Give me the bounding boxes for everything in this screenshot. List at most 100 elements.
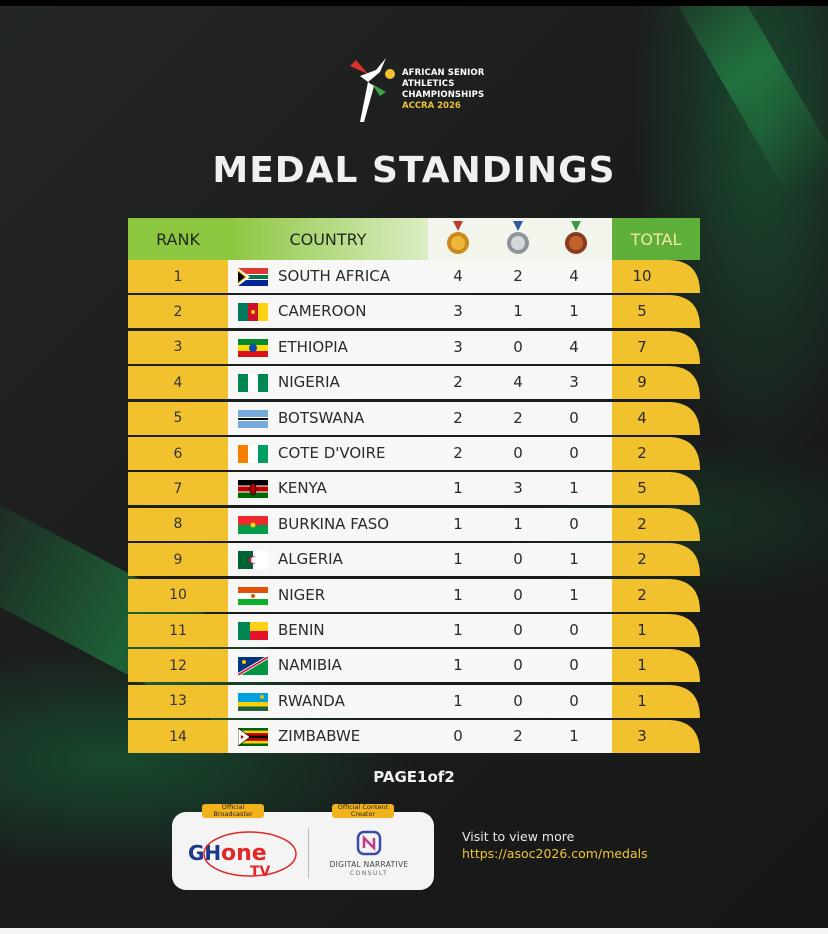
total-cell-shape (612, 543, 700, 577)
rank-cell: 14 (128, 720, 228, 754)
total-cell-shape (612, 401, 700, 435)
total-header: TOTAL (612, 218, 700, 260)
top-bar (0, 0, 828, 6)
total-cell-shape (612, 260, 700, 293)
country-name: KENYA (278, 479, 327, 498)
total-count: 4 (637, 408, 647, 427)
country-name: NAMIBIA (278, 656, 342, 675)
bronze-medal-icon (565, 221, 587, 254)
gold-count: 2 (453, 408, 463, 427)
gold-count: 1 (453, 479, 463, 498)
total-cell: 3 (612, 720, 700, 754)
total-count: 2 (637, 585, 647, 604)
row-body: BOTSWANA 2 2 0 (228, 401, 612, 435)
championship-logo: AFRICAN SENIOR ATHLETICS CHAMPIONSHIPS A… (346, 52, 496, 128)
total-cell-shape (612, 472, 700, 506)
table-row: 12 NAMIBIA 1 0 0 1 (128, 649, 700, 683)
total-cell-shape (612, 295, 700, 329)
table-row: 7 KENYA 1 3 1 5 (128, 472, 700, 506)
dnc-icon (356, 830, 382, 856)
silver-count: 0 (513, 621, 523, 639)
table-header: RANK COUNTRY TOTAL (128, 218, 700, 260)
total-count: 2 (637, 514, 647, 533)
medals-header (428, 218, 612, 260)
bronze-count: 0 (569, 691, 579, 710)
rank-cell: 10 (128, 578, 228, 612)
broadcaster-tag: Official Broadcaster (202, 804, 264, 818)
total-cell-shape (612, 507, 700, 541)
bronze-count: 0 (569, 408, 579, 427)
total-cell-shape (612, 578, 700, 612)
rank-cell: 5 (128, 401, 228, 435)
gold-count: 3 (453, 302, 463, 321)
gold-count: 1 (453, 514, 463, 533)
gold-count: 4 (453, 267, 463, 285)
table-row: 14 ZIMBABWE 0 2 1 3 (128, 720, 700, 754)
total-count: 7 (637, 337, 647, 356)
table-row: 6 COTE D'VOIRE 2 0 0 2 (128, 437, 700, 470)
bronze-count: 1 (569, 550, 579, 569)
country-name: ZIMBABWE (278, 727, 361, 746)
south-africa-flag-icon (238, 268, 268, 286)
rank-cell: 6 (128, 437, 228, 470)
table-row: 10 NIGER 1 0 1 2 (128, 578, 700, 612)
silver-count: 2 (513, 727, 523, 746)
total-cell: 2 (612, 437, 700, 470)
total-count: 3 (637, 727, 647, 746)
country-name: CAMEROON (278, 302, 367, 321)
ghone-tv-logo: GH one TV (188, 831, 297, 880)
total-cell-shape (612, 614, 700, 647)
total-cell-shape (612, 366, 700, 400)
rank-cell: 13 (128, 684, 228, 718)
total-cell: 2 (612, 578, 700, 612)
silver-count: 0 (513, 585, 523, 604)
table-row: 8 BURKINA FASO 1 1 0 2 (128, 507, 700, 541)
gold-medal-icon (447, 221, 469, 254)
table-row: 13 RWANDA 1 0 0 1 (128, 684, 700, 718)
total-count: 1 (637, 656, 647, 675)
bronze-count: 0 (569, 514, 579, 533)
nigeria-flag-icon (238, 374, 268, 393)
total-cell-shape (612, 720, 700, 754)
total-cell-shape (612, 330, 700, 364)
country-name: NIGERIA (278, 373, 340, 392)
gold-count: 1 (453, 621, 463, 639)
rank-cell: 8 (128, 507, 228, 541)
rank-header: RANK (128, 218, 228, 260)
bronze-count: 4 (569, 267, 579, 285)
logo-line: AFRICAN SENIOR (402, 68, 485, 78)
sponsor-panel: Official Broadcaster GH one TV Official … (172, 804, 434, 890)
gold-count: 1 (453, 691, 463, 710)
gold-count: 0 (453, 727, 463, 746)
silver-count: 0 (513, 444, 523, 462)
silver-count: 0 (513, 337, 523, 356)
total-count: 1 (637, 621, 647, 639)
gold-count: 1 (453, 656, 463, 675)
bronze-count: 0 (569, 656, 579, 675)
row-body: ALGERIA 1 0 1 (228, 543, 612, 577)
total-cell: 7 (612, 330, 700, 364)
row-body: ETHIOPIA 3 0 4 (228, 330, 612, 364)
row-body: COTE D'VOIRE 2 0 0 (228, 437, 612, 470)
country-name: BOTSWANA (278, 408, 365, 427)
total-cell-shape (612, 684, 700, 718)
table-row: 4 NIGERIA 2 4 3 9 (128, 366, 700, 400)
bronze-count: 0 (569, 621, 579, 639)
row-body: CAMEROON 3 1 1 (228, 295, 612, 329)
bottom-bar (0, 928, 828, 934)
total-cell: 1 (612, 684, 700, 718)
total-cell: 2 (612, 543, 700, 577)
bronze-count: 1 (569, 479, 579, 498)
logo-line: ACCRA 2026 (402, 101, 461, 111)
row-body: SOUTH AFRICA 4 2 4 (228, 260, 612, 293)
total-cell: 1 (612, 614, 700, 647)
row-body: BURKINA FASO 1 1 0 (228, 507, 612, 541)
gold-count: 2 (453, 444, 463, 462)
rank-cell: 3 (128, 330, 228, 364)
logo-line: CHAMPIONSHIPS (402, 90, 485, 100)
row-body: NIGER 1 0 1 (228, 578, 612, 612)
table-row: 1 SOUTH AFRICA 4 2 4 10 (128, 260, 700, 293)
rank-cell: 2 (128, 295, 228, 329)
medals-link[interactable]: https://asoc2026.com/medals (462, 846, 648, 861)
silver-count: 2 (513, 267, 523, 285)
